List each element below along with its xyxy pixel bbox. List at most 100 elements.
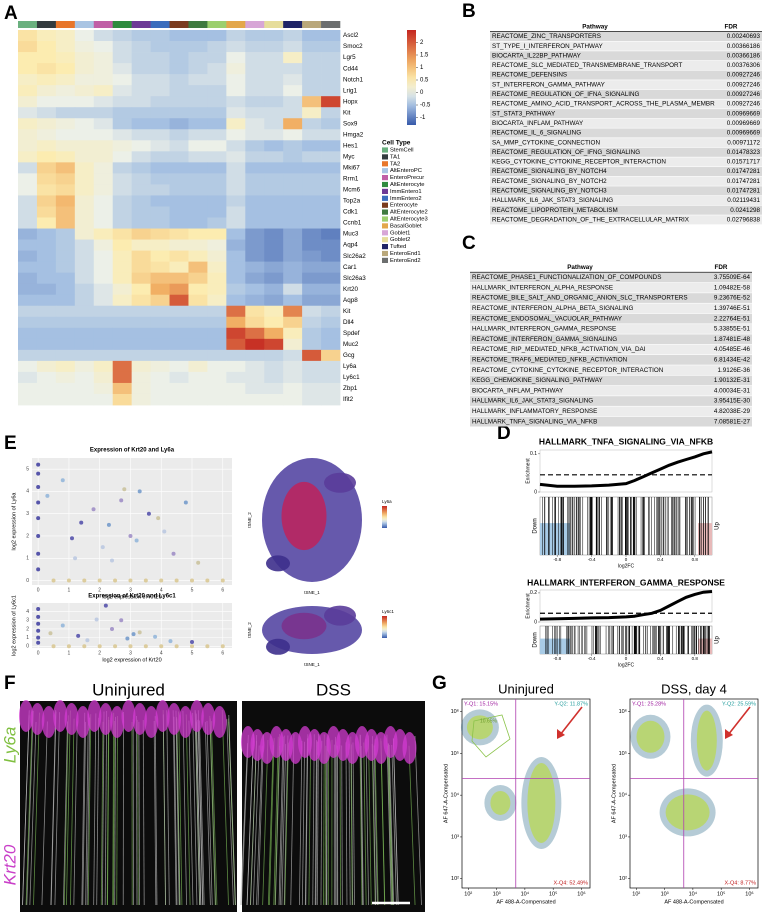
heatmap-cell xyxy=(302,393,322,406)
heatmap-cell xyxy=(188,195,208,207)
heatmap-cell xyxy=(36,30,57,42)
legend-swatch xyxy=(382,195,388,201)
heatmap-cell xyxy=(93,85,114,97)
heatmap-cell xyxy=(302,63,322,75)
table-header: FDR xyxy=(715,264,728,271)
tsne-x-label: tSNE_1 xyxy=(304,662,320,667)
heatmap-cell xyxy=(245,371,265,384)
legend-entry: AltEnterocyte3 xyxy=(390,217,428,223)
heatmap-cell xyxy=(188,338,208,351)
heatmap-cell xyxy=(112,74,133,86)
heatmap-cell xyxy=(264,173,284,185)
heatmap-cell xyxy=(169,272,189,285)
legend-entry: Goblet1 xyxy=(390,230,410,236)
heatmap-cell xyxy=(207,239,227,251)
heatmap-cell xyxy=(18,107,38,119)
scatter-point xyxy=(45,493,50,498)
tissue-fiber xyxy=(206,720,213,906)
heatmap-cell xyxy=(264,239,284,251)
heatmap-cell xyxy=(18,151,38,163)
y-tick-label: 1 xyxy=(26,635,29,641)
x-tick-label: 5 xyxy=(191,650,194,656)
table-header: Pathway xyxy=(582,23,608,30)
tissue-fiber xyxy=(314,740,317,906)
heatmap-cell xyxy=(36,349,57,362)
heatmap-cell xyxy=(264,382,284,395)
heatmap-cell xyxy=(112,228,133,240)
heatmap-cell xyxy=(74,217,95,229)
epithelium xyxy=(53,700,68,732)
heatmap-cell xyxy=(93,283,114,296)
heatmap-cell xyxy=(150,228,170,240)
heatmap-cell xyxy=(169,283,189,296)
x-tick-label: 10² xyxy=(632,891,640,897)
y-axis-label: AF 647-A-Compensated xyxy=(443,764,449,823)
y-tick-label: 10³ xyxy=(619,834,627,840)
epithelium xyxy=(132,703,147,735)
tissue-fiber xyxy=(176,716,181,906)
tissue-fiber xyxy=(278,736,284,906)
table-cell: 3.95415E-30 xyxy=(714,398,751,405)
heatmap-cell xyxy=(188,30,208,42)
tissue-fiber xyxy=(107,720,110,906)
heatmap-cell xyxy=(18,140,38,152)
heatmap-cell xyxy=(188,305,208,318)
scatter-point xyxy=(70,536,74,541)
heatmap-cell xyxy=(55,74,76,86)
table-row xyxy=(470,396,752,406)
heatmap-cell xyxy=(245,63,265,75)
heatmap-cell xyxy=(93,316,114,329)
table-row xyxy=(470,303,752,314)
heatmap-cell xyxy=(36,327,57,340)
heatmap-cell xyxy=(226,30,246,42)
table-cell: 0.00927246 xyxy=(727,91,761,98)
legend-entry: TA2 xyxy=(390,161,400,167)
heatmap-cell xyxy=(112,63,133,75)
heatmap-cell xyxy=(93,228,114,240)
heatmap-cell xyxy=(18,316,38,329)
x-tick-label: 3 xyxy=(129,587,132,593)
heatmap-cell xyxy=(169,327,189,340)
enrichment-curve xyxy=(539,590,713,621)
heatmap-cell xyxy=(283,85,303,97)
table-cell: 0.00969669 xyxy=(727,130,761,137)
scatter-point xyxy=(36,516,41,521)
heatmap-cell xyxy=(302,316,322,329)
scatter-point xyxy=(205,578,210,583)
flow-cloud xyxy=(527,762,556,843)
table-cell: 0.01478323 xyxy=(727,149,761,156)
table-cell: 1.39746E-51 xyxy=(714,305,751,312)
heatmap-cell xyxy=(150,184,170,196)
x-tick-label: 4 xyxy=(160,650,163,656)
heatmap-cell xyxy=(264,162,284,174)
down-label: Down xyxy=(533,518,539,533)
heatmap-cell xyxy=(283,239,303,251)
heatmap-cell xyxy=(131,96,151,108)
heatmap-cell xyxy=(207,294,227,307)
heatmap-cell xyxy=(264,151,284,163)
heatmap-cell xyxy=(74,74,95,86)
tissue-fiber xyxy=(172,710,177,906)
tissue-fiber xyxy=(241,734,249,906)
heatmap-cell xyxy=(302,305,322,318)
tsne-legend-title: Ly6c1 xyxy=(382,609,394,614)
legend-entry: ImmEntero2 xyxy=(390,196,422,202)
tissue-fiber xyxy=(301,741,306,906)
table-cell: REACTOME_SIGNALING_BY_NOTCH3 xyxy=(492,188,607,195)
flow-cloud xyxy=(696,710,717,771)
heatmap-cell xyxy=(207,63,227,75)
heatmap-cell xyxy=(74,228,95,240)
heatmap-cell xyxy=(18,217,38,229)
heatmap-cell xyxy=(74,41,95,53)
heatmap-cell xyxy=(36,283,57,296)
heatmap-cell xyxy=(283,371,303,384)
gene-label: Ccnb1 xyxy=(343,220,362,227)
heatmap-cell xyxy=(18,393,38,406)
legend-swatch xyxy=(382,147,388,153)
heatmap-cell xyxy=(18,184,38,196)
tissue-fiber xyxy=(153,721,157,906)
heatmap-cell xyxy=(245,195,265,207)
table-cell: REACTOME_INTERFERON_GAMMA_SIGNALING xyxy=(472,336,617,343)
scatter-point xyxy=(36,640,41,645)
heatmap-cell xyxy=(36,316,57,329)
